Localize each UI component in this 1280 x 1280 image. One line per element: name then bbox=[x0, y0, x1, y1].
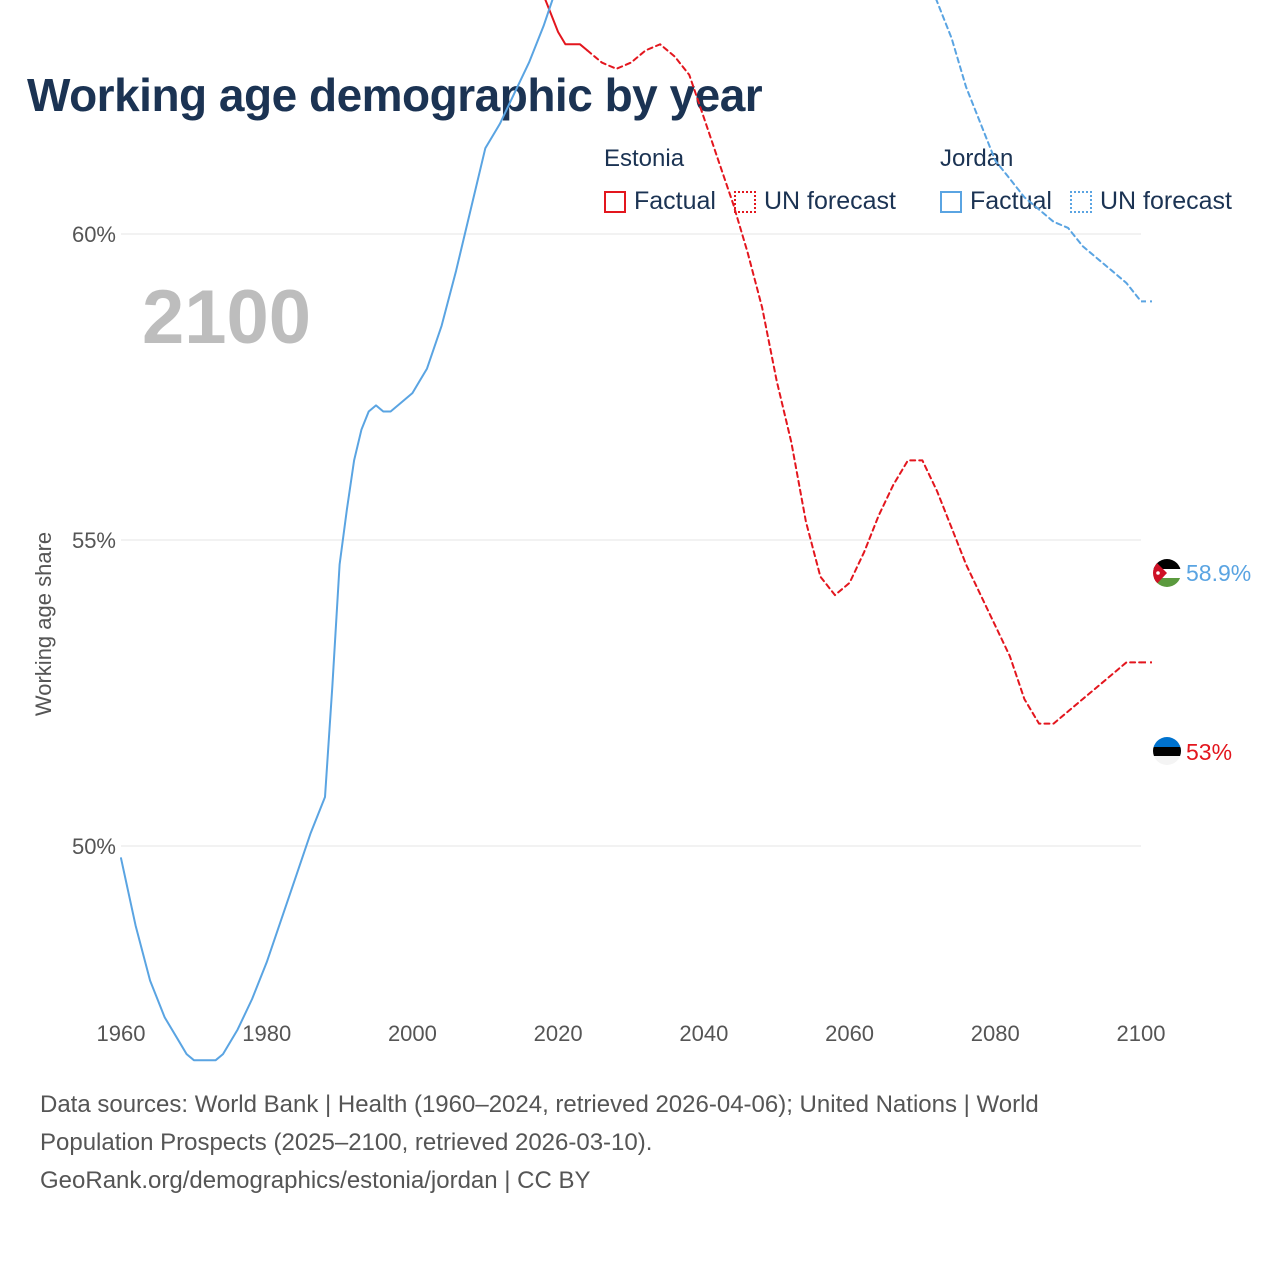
estonia-flag-marker[interactable] bbox=[1153, 737, 1181, 766]
legend-estonia-factual-swatch bbox=[604, 190, 626, 213]
x-tick-label: 2020 bbox=[534, 1021, 583, 1046]
legend-jordan-factual[interactable]: Factual bbox=[940, 187, 1052, 216]
jordan-flag-white-stripe bbox=[1153, 569, 1181, 578]
jordan-flag-red-triangle bbox=[1153, 559, 1167, 587]
legend-jordan-forecast-label: UN forecast bbox=[1099, 187, 1232, 215]
x-tick-label: 2000 bbox=[388, 1021, 437, 1046]
legend-estonia-forecast-label: UN forecast bbox=[763, 187, 896, 215]
series-jordan-factual[interactable] bbox=[120, 0, 587, 1062]
legend-estonia-title: Estonia bbox=[604, 145, 685, 172]
jordan-flag-black-stripe bbox=[1153, 559, 1181, 569]
legend-estonia-factual[interactable]: Factual bbox=[604, 187, 716, 216]
legend-jordan-factual-label: Factual bbox=[970, 187, 1052, 215]
x-tick-label: 2080 bbox=[971, 1021, 1020, 1046]
source-note: Data sources: World Bank | Health (1960–… bbox=[40, 1086, 1190, 1200]
jordan-flag-green-stripe bbox=[1153, 578, 1181, 587]
jordan-flag-star bbox=[1156, 571, 1160, 575]
y-tick-label: 50% bbox=[72, 834, 116, 859]
estonia-flag-white-stripe bbox=[1153, 756, 1181, 765]
grid bbox=[121, 233, 1141, 847]
y-axis-ticks: 50%55%60%65% bbox=[72, 222, 116, 859]
y-tick-label: 55% bbox=[72, 528, 116, 553]
series bbox=[120, 0, 1152, 1062]
x-tick-label: 1980 bbox=[242, 1021, 291, 1046]
x-axis-ticks: 1960 1980 2000 2020 2040 2060 2080 2100 bbox=[97, 1021, 1166, 1046]
legend-estonia: Estonia Factual UN forecast bbox=[604, 145, 914, 216]
legend-jordan-forecast-swatch bbox=[1069, 190, 1092, 213]
x-tick-label: 2060 bbox=[825, 1021, 874, 1046]
legend-estonia-forecast[interactable]: UN forecast bbox=[733, 187, 896, 216]
chart-title: Working age demographic by year bbox=[27, 69, 763, 121]
series-estonia-forecast[interactable] bbox=[586, 43, 1142, 725]
series-estonia-factual[interactable] bbox=[121, 0, 589, 52]
estonia-flag-blue-stripe bbox=[1153, 737, 1181, 747]
source-line-2: Population Prospects (2025–2100, retriev… bbox=[40, 1129, 653, 1156]
line-chart: 2100 Working age share 50%55%60%65% 1960… bbox=[31, 0, 1251, 1062]
series-jordan-forecast[interactable] bbox=[587, 0, 1142, 303]
x-tick-label: 1960 bbox=[97, 1021, 146, 1046]
x-tick-label: 2040 bbox=[679, 1021, 728, 1046]
estonia-end-label: 53% bbox=[1186, 739, 1232, 765]
legend-jordan-factual-swatch bbox=[940, 190, 962, 213]
jordan-flag-marker[interactable] bbox=[1153, 559, 1181, 588]
source-line-3[interactable]: GeoRank.org/demographics/estonia/jordan … bbox=[40, 1167, 591, 1194]
legend-jordan-forecast[interactable]: UN forecast bbox=[1069, 187, 1232, 216]
source-line-1: Data sources: World Bank | Health (1960–… bbox=[40, 1091, 1039, 1118]
y-axis-label: Working age share bbox=[31, 532, 56, 716]
y-tick-label: 60% bbox=[72, 222, 116, 247]
legend-estonia-forecast-swatch bbox=[733, 190, 756, 213]
year-watermark: 2100 bbox=[142, 275, 311, 360]
estonia-flag-black-stripe bbox=[1153, 747, 1181, 756]
legend-estonia-factual-label: Factual bbox=[634, 187, 716, 215]
jordan-end-label: 58.9% bbox=[1186, 560, 1251, 586]
x-tick-label: 2100 bbox=[1117, 1021, 1166, 1046]
